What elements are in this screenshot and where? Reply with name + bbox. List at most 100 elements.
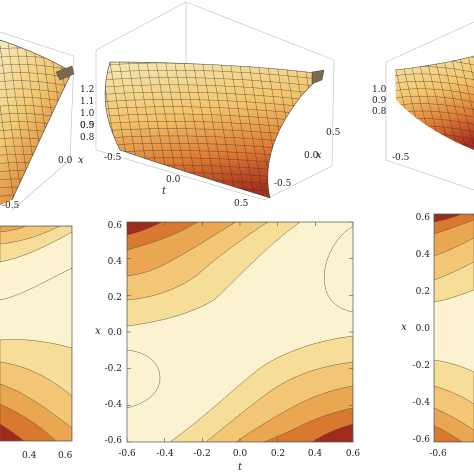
contour-center-y-tick-6: -0.6 <box>105 436 123 446</box>
contour-right-y-tick-0: 0.6 <box>416 213 431 223</box>
contour-right-x-tick-0: -0.6 <box>429 449 447 459</box>
surface-left-dark-tip <box>55 65 75 81</box>
contour-center-x-tick-4: 0.2 <box>271 449 285 459</box>
surface-left-mesh-line-meridian <box>48 40 72 205</box>
contour-right-y-tick-6: -0.6 <box>413 435 431 445</box>
surface-right-z-tick-1: 0.9 <box>372 96 387 106</box>
surface-center-x-tick-2: -0.5 <box>274 179 292 189</box>
contour-center-y-tick-2: 0.2 <box>108 293 122 303</box>
surface-left-mesh-line-parallel <box>0 96 72 110</box>
contour-plot-left: 0.4 0.6 <box>0 225 73 461</box>
contour-right-band-9 <box>434 425 463 442</box>
contour-right-y-tick-2: 0.2 <box>416 287 430 297</box>
surface-left-mesh-line-parallel <box>0 121 72 135</box>
surface-left-x-tick-2: -0.5 <box>2 201 20 211</box>
surface-center-x-ticks: 0.5 0.0 -0.5 <box>274 128 341 189</box>
contour-left-x-tick-0: 0.4 <box>22 451 37 461</box>
contour-center-x-tick-2: -0.2 <box>193 449 210 459</box>
surface-center-edge <box>104 61 323 199</box>
surface-right-box <box>385 21 474 191</box>
contour-right-y-label: x <box>401 322 407 333</box>
contour-center-x-tick-3: 0.0 <box>233 449 248 459</box>
surface-center-x-tick-1: 0.0 <box>304 151 319 161</box>
contour-center-x-tick-5: 0.4 <box>308 449 323 459</box>
surface-left-fill <box>0 40 72 205</box>
surface-center-t-tick-1: 0.0 <box>166 175 181 185</box>
surface-right-z-tick-2: 0.8 <box>372 107 387 117</box>
contour-center-x-tick-1: -0.4 <box>156 449 174 459</box>
surface-left-x-label: x <box>78 155 84 166</box>
surface-left-mesh-line-parallel <box>0 55 72 69</box>
surface-right-mesh-line-parallel <box>395 81 474 94</box>
surface-left-mesh-line-parallel <box>0 72 72 86</box>
surface-center-mesh-line-meridian <box>238 62 265 198</box>
surface-right-edge <box>394 55 474 71</box>
surface-center-dark-tip <box>311 69 325 85</box>
surface-left-mesh-line-meridian <box>0 40 17 205</box>
contour-center-x-tick-6: 0.6 <box>346 449 361 459</box>
surface-left-mesh-line-parallel <box>0 129 72 143</box>
surface-left-mesh-line-parallel <box>0 212 100 224</box>
surface-center-mesh-line-parallel <box>105 186 322 198</box>
contour-center-band-lr-5 <box>311 423 353 442</box>
contour-center-y-tick-5: -0.4 <box>105 400 123 410</box>
surface-center-t-ticks: -0.5 0.0 0.5 <box>104 153 249 209</box>
surface-center-x-label: x <box>316 150 322 161</box>
surface-left-x-tick-0: 0.5 <box>80 121 95 131</box>
surface-left-x-ticks: 0.5 0.0 -0.5 <box>2 121 95 211</box>
contour-right-y-tick-5: -0.4 <box>413 398 431 408</box>
surface-right-mesh-line-meridian <box>467 56 474 150</box>
contour-center-saddle-left <box>127 349 161 409</box>
contour-center-tick-marks <box>126 221 354 443</box>
surface-center-x-tick-0: 0.5 <box>326 128 341 138</box>
surface-center-t-label: t <box>162 186 167 197</box>
surface-center-z-tick-0: 1.2 <box>80 85 94 95</box>
surface-right-z-tick-0: 1.0 <box>372 85 387 95</box>
surface-right-z-ticks: 1.0 0.9 0.8 <box>372 85 387 117</box>
surface-center-mesh-line-meridian <box>229 62 256 198</box>
surface-center-z-tick-4: 0.8 <box>80 133 95 143</box>
contour-center-x-tick-0: -0.6 <box>118 449 136 459</box>
surface-center-mesh-line-meridian <box>220 62 247 198</box>
contour-left-x-tick-1: 0.6 <box>58 451 73 461</box>
contour-center-y-tick-1: 0.4 <box>108 257 123 267</box>
surface-right-mesh-line-meridian <box>459 56 474 150</box>
surface-center-z-tick-2: 1.0 <box>80 109 95 119</box>
contour-plot-right: 0.6 0.4 0.2 0.0 -0.2 -0.4 -0.6 x -0.6 <box>401 213 474 459</box>
surface-left-mesh-line-parallel <box>0 137 72 151</box>
contour-right-y-tick-3: 0.0 <box>416 324 431 334</box>
contour-plot-center: 0.6 0.4 0.2 0.0 -0.2 -0.4 -0.6 -0.6 -0.4… <box>95 221 360 473</box>
contour-left-x-ticks: 0.4 0.6 <box>22 451 73 461</box>
surface-left-mesh-line-parallel <box>0 105 72 118</box>
contour-center-saddle-right <box>324 225 353 313</box>
surface-right-mesh-line-parallel <box>395 103 474 117</box>
surface-right-mesh-line-parallel <box>395 95 474 109</box>
contour-left-level-line <box>0 267 72 301</box>
surface-center-z-tick-3: 0.9 <box>80 121 95 131</box>
contour-left-band-8 <box>0 423 25 441</box>
contour-center-x-ticks: -0.6 -0.4 -0.2 0.0 0.2 0.4 0.6 <box>118 449 360 459</box>
surface-center-mesh-line-parallel <box>100 202 348 214</box>
surface-right-t-tick-0: -0.5 <box>392 153 410 163</box>
surface-left-mesh-line-parallel <box>0 113 72 126</box>
contour-center-x-label: t <box>238 462 243 473</box>
surface-center-mesh-line-parallel <box>105 194 322 198</box>
surface-center-z-tick-1: 1.1 <box>80 97 94 107</box>
surface-left-mesh-line-parallel <box>0 80 72 94</box>
contour-center-y-tick-3: 0.0 <box>108 328 123 338</box>
surface-center-t-tick-0: -0.5 <box>104 153 122 163</box>
surface-plot-right: 1.0 0.9 0.8 -0.5 <box>372 21 474 191</box>
surface-right-mesh-line-parallel <box>395 88 474 102</box>
surface-left-mesh-line-parallel <box>0 88 72 102</box>
contour-right-y-tick-1: 0.4 <box>416 250 431 260</box>
surface-right-fill <box>395 56 474 150</box>
surface-center-z-ticks: 1.2 1.1 1.0 0.9 0.8 <box>80 85 95 143</box>
contour-center-y-label: x <box>95 326 101 337</box>
contour-center-y-ticks: 0.6 0.4 0.2 0.0 -0.2 -0.4 -0.6 <box>105 221 123 446</box>
surface-left-mesh-line-parallel <box>0 64 72 77</box>
surface-plot-center: 1.2 1.1 1.0 0.9 0.8 0.5 0.0 -0.5 x -0.5 … <box>80 1 348 214</box>
contour-right-y-tick-4: -0.2 <box>413 361 430 371</box>
surface-left-mesh-line-parallel <box>0 40 72 45</box>
surface-center-t-tick-2: 0.5 <box>234 199 249 209</box>
